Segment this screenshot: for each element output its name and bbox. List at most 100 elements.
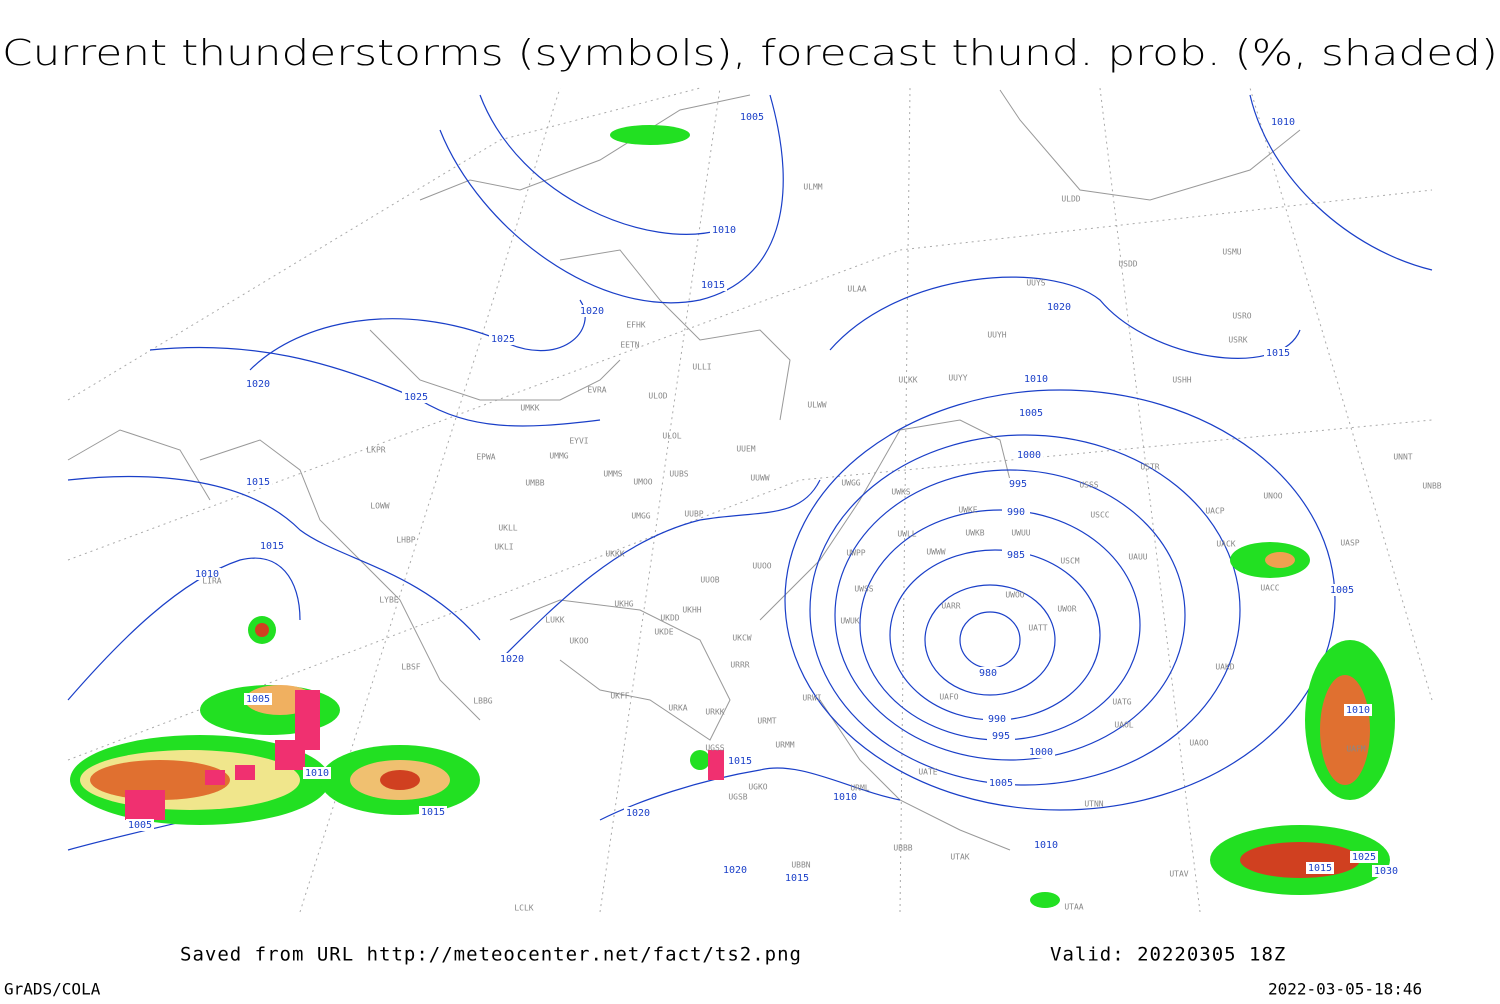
thunderstorm-symbols [125,690,724,820]
station-code: UTAV [1169,870,1188,879]
isobar-label: 1030 [1374,866,1398,877]
station-code: URWI [802,694,821,703]
station-code: UNNT [1393,453,1412,462]
isobar-label-bg [1022,373,1050,385]
isobar-label: 1010 [712,225,736,236]
isobars [67,94,1433,851]
station-code: USSS [1079,481,1098,490]
isobar-label: 1010 [1346,705,1370,716]
station-code: LBSF [401,663,420,672]
station-code: UGKO [748,783,767,792]
station-code: LKPR [366,446,385,455]
station-code: EFHK [626,321,645,330]
isobar-label: 1005 [1019,408,1043,419]
isobar-label-bg [489,333,517,345]
isobar-label: 1010 [1271,117,1295,128]
station-code: ULOL [662,432,681,441]
isobar-label-bg [244,693,272,705]
station-code: LUKK [545,616,564,625]
station-code: UUBP [684,510,703,519]
station-code: UATE [918,768,937,777]
isobar-label: 1020 [500,654,524,665]
station-code: UWOO [1005,591,1024,600]
isobar-label-bg [1269,116,1297,128]
station-code: EYVI [569,437,588,446]
station-code: UUOO [752,562,771,571]
station-code: UWKB [965,529,984,538]
station-code: UARR [941,602,960,611]
isobar-label: 990 [988,714,1006,725]
station-code: EETN [620,341,639,350]
isobar-label-bg [726,755,754,767]
isobar-label-bg [710,224,738,236]
station-code: UKOO [569,637,588,646]
isobar-label-bg [419,806,447,818]
station-code: EVRA [587,386,606,395]
station-code: UUEM [736,445,755,454]
station-code: UNBB [1422,482,1441,491]
station-code: UUWW [750,474,769,483]
station-code: LOWW [370,502,389,511]
station-code: UWUK [840,617,859,626]
isobar-label: 1005 [989,778,1013,789]
station-code: UGSB [728,793,747,802]
isobar-label: 1015 [1308,863,1332,874]
isobar-label-bg [258,540,286,552]
isobar-label: 1010 [833,792,857,803]
isobar-label: 1015 [246,477,270,488]
station-code: UASP [1340,539,1359,548]
isobar-label: 1015 [701,280,725,291]
station-code: UKKK [605,550,624,559]
station-code: UAFO [939,693,958,702]
timestamp: 2022-03-05-18:46 [1268,980,1422,999]
station-code: USHH [1172,376,1191,385]
station-code: URML [850,784,869,793]
station-code: UUYH [987,331,1006,340]
isobar-label-bg [1002,549,1030,561]
isobar-label-bg [303,767,331,779]
isobar-label: 1010 [195,569,219,580]
isobar-label: 1015 [785,873,809,884]
station-code: UMOO [633,478,652,487]
isobar-label-bg [1027,746,1055,758]
isobar-label-bg [1344,704,1372,716]
isobar-label: 1000 [1029,747,1053,758]
station-code: UUYY [948,374,967,383]
station-code: ULMM [803,183,822,192]
isobar-label: 1005 [128,820,152,831]
station-code: URRR [730,661,749,670]
isobar-label-bg [831,791,859,803]
station-labels: ULMM ULDD USMU USDD UUYS ULAA USRO UUYH USRK EFHK… [202,183,1441,913]
isobar-label-bg [1002,506,1030,518]
station-code: USMU [1222,248,1241,257]
isobar-label-bg [721,864,749,876]
isobar-label-bg [402,391,430,403]
station-code: UTNN [1084,800,1103,809]
isobar-label-bg [1045,301,1073,313]
station-code: ULKK [898,376,917,385]
isobar-label-bg [1264,347,1292,359]
isobar-label-bg [987,777,1015,789]
station-code: UKHG [614,600,633,609]
station-code: LHBP [396,536,415,545]
isobar-label-bg [987,730,1015,742]
station-code: UAUU [1128,553,1147,562]
isobar-label-bg [126,819,154,831]
isobar-label: 1015 [421,807,445,818]
station-code: UKLI [494,543,513,552]
station-code: UWWW [926,548,945,557]
station-code: UWKS [891,488,910,497]
software: GrADS/COLA [4,980,101,999]
station-code: UGSS [705,744,724,753]
station-code: UNOO [1263,492,1282,501]
station-code: URMM [775,741,794,750]
isobar-label: 995 [1009,479,1027,490]
isobar-label: 1020 [626,808,650,819]
isobar-label-bg [624,807,652,819]
isobar-label-bg [983,713,1011,725]
station-code: UWPP [846,549,865,558]
station-code: UWLL [897,530,916,539]
station-code: UMBB [525,479,544,488]
station-code: UMMS [603,470,622,479]
